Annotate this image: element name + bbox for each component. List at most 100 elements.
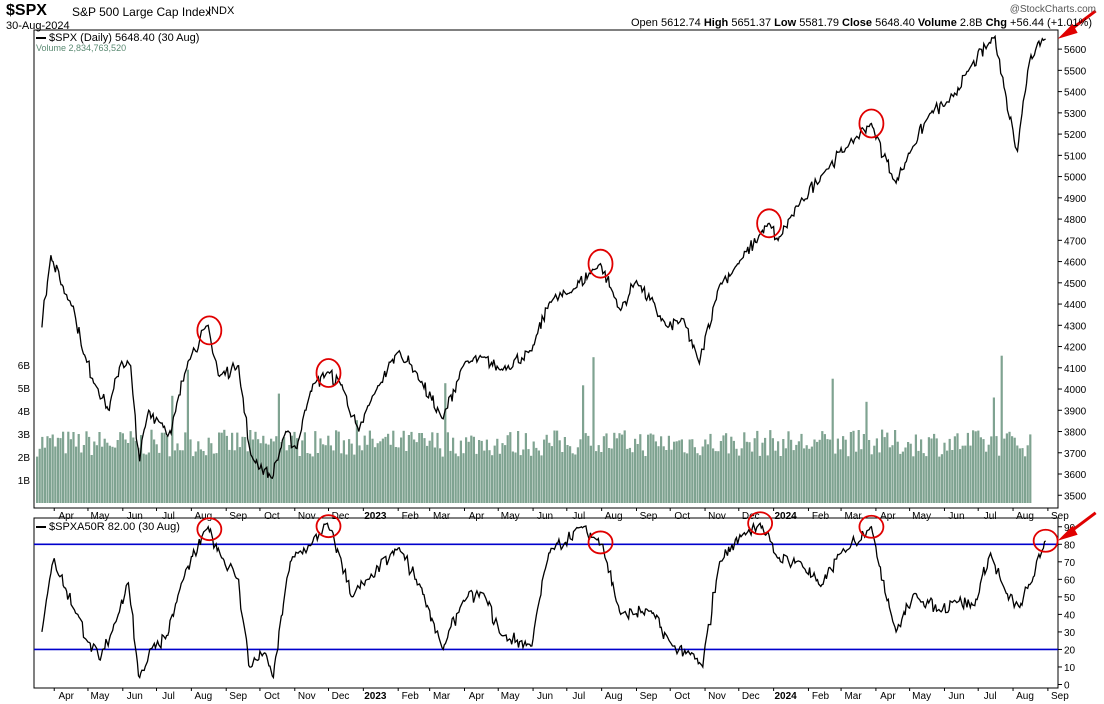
volume-bar <box>309 453 312 503</box>
volume-bar <box>808 448 811 503</box>
volume-bar <box>597 445 600 503</box>
volume-bar <box>634 438 637 503</box>
volume-bar <box>415 442 418 503</box>
volume-bar <box>67 431 70 503</box>
volume-bar <box>1029 434 1032 503</box>
price-month-label: Aug <box>605 511 623 522</box>
price-panel <box>33 29 1059 509</box>
indicator-month-label: Dec <box>332 691 350 702</box>
volume-bar <box>340 453 343 503</box>
volume-bar <box>496 438 499 503</box>
volume-bar <box>241 436 244 503</box>
volume-bar <box>483 450 486 503</box>
volume-bar <box>756 430 759 503</box>
volume-bar <box>959 449 962 503</box>
price-tick-label: 5200 <box>1064 130 1087 141</box>
volume-bar <box>631 452 634 503</box>
volume-bar <box>636 444 639 503</box>
volume-bar <box>800 433 803 503</box>
indicator-month-label: 2023 <box>364 691 387 702</box>
indicator-month-label: Apr <box>880 691 896 702</box>
volume-bar <box>389 444 392 503</box>
indicator-month-label: Apr <box>469 691 485 702</box>
volume-bar <box>563 437 566 503</box>
volume-bar <box>202 451 205 503</box>
volume-bar <box>220 432 223 503</box>
volume-bar <box>264 443 267 503</box>
volume-bar <box>852 430 855 503</box>
volume-bar <box>290 435 293 503</box>
indicator-month-label: May <box>91 691 110 702</box>
indicator-month-label: Jul <box>572 691 585 702</box>
volume-bar <box>298 456 301 503</box>
indicator-month-label: Nov <box>298 691 316 702</box>
volume-bar <box>244 437 247 503</box>
indicator-tick-label: 60 <box>1064 575 1076 586</box>
volume-bar <box>1021 448 1024 503</box>
indicator-month-label: Aug <box>605 691 623 702</box>
volume-bar <box>927 437 930 503</box>
indicator-tick-label: 30 <box>1064 628 1076 639</box>
volume-bar <box>688 439 691 503</box>
indicator-month-label: Jun <box>127 691 143 702</box>
volume-bar <box>322 444 325 503</box>
volume-bar <box>95 445 98 503</box>
volume-bar <box>566 445 569 503</box>
volume-bar <box>457 456 460 503</box>
price-month-label: Jun <box>948 511 964 522</box>
volume-bar <box>420 433 423 503</box>
indicator-panel-frame <box>33 517 1059 689</box>
volume-bar <box>951 450 954 503</box>
volume-bar <box>397 447 400 503</box>
volume-bar <box>402 430 405 503</box>
volume-bar <box>667 435 670 503</box>
indicator-month-label: Sep <box>1051 691 1069 702</box>
volume-bar <box>319 438 322 503</box>
price-tick-label: 4000 <box>1064 385 1087 396</box>
indicator-month-label: May <box>912 691 931 702</box>
volume-bar <box>660 436 663 503</box>
volume-bar <box>114 447 117 503</box>
volume-bar <box>704 439 707 503</box>
volume-bar <box>1024 456 1027 503</box>
volume-axis: 1B 2B 3B 4B 5B 6B <box>18 361 31 487</box>
volume-bar <box>589 445 592 503</box>
volume-bar <box>595 451 598 503</box>
volume-bar <box>176 443 179 503</box>
volume-bar <box>394 447 397 503</box>
volume-bar <box>197 441 200 503</box>
volume-bar <box>553 430 556 503</box>
indicator-tick-label: 90 <box>1064 523 1076 534</box>
volume-bar <box>686 453 689 503</box>
volume-bar <box>270 438 273 503</box>
volume-bar <box>223 429 226 503</box>
volume-bar <box>628 447 631 503</box>
volume-bar <box>189 439 192 503</box>
volume-bar <box>860 449 863 503</box>
price-x-axis: Apr May Jun Jul Aug Sep Oct Nov Dec 2023 Feb Mar Apr… <box>53 508 1069 522</box>
volume-bar <box>678 440 681 503</box>
volume-bar <box>743 432 746 503</box>
volume-bar <box>602 436 605 503</box>
price-month-label: Nov <box>708 511 726 522</box>
volume-bar <box>680 439 683 503</box>
volume-bar <box>527 449 530 503</box>
volume-bar <box>155 444 158 503</box>
volume-bar <box>147 452 150 503</box>
indicator-tick-label: 70 <box>1064 558 1076 569</box>
volume-bar <box>171 395 174 503</box>
volume-bar <box>163 432 166 503</box>
volume-bar <box>410 431 413 503</box>
volume-bar <box>618 433 621 503</box>
volume-bar <box>210 443 213 503</box>
volume-bar <box>64 453 67 503</box>
volume-bar <box>886 432 889 503</box>
volume-bar <box>790 439 793 503</box>
volume-bar <box>106 442 109 503</box>
volume-bar <box>836 438 839 503</box>
volume-bar <box>920 439 923 503</box>
indicator-series <box>41 521 1047 680</box>
volume-bar <box>215 453 218 503</box>
volume-bar <box>238 447 241 503</box>
price-month-label: Apr <box>880 511 896 522</box>
